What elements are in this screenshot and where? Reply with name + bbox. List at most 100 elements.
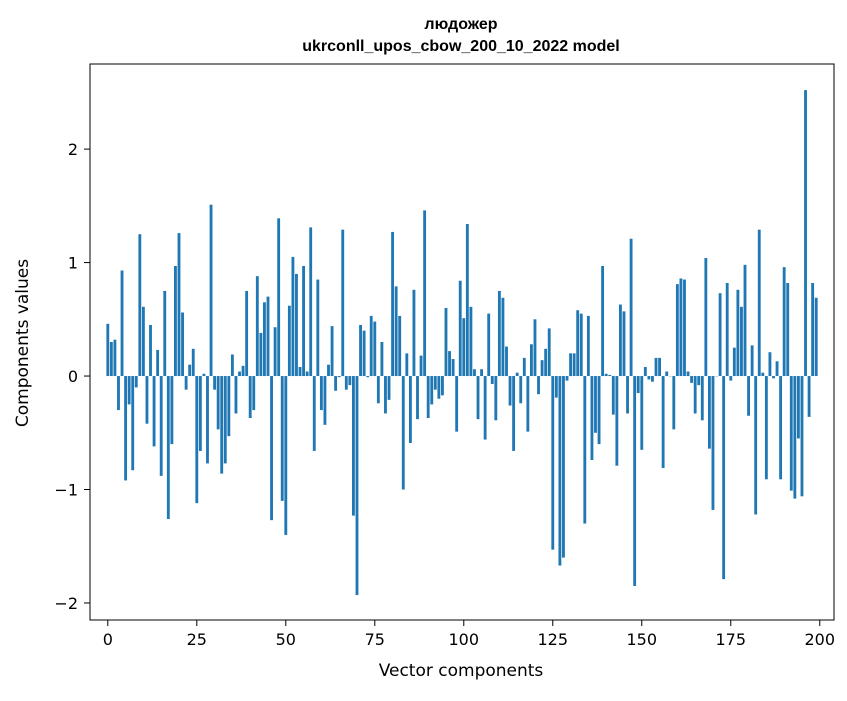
bar-84 bbox=[405, 353, 408, 376]
bar-196 bbox=[804, 90, 807, 376]
bar-45 bbox=[267, 297, 270, 376]
bar-27 bbox=[202, 374, 205, 376]
chart-title: людожер bbox=[424, 16, 497, 33]
bar-122 bbox=[541, 360, 544, 376]
bar-73 bbox=[366, 376, 369, 377]
bar-89 bbox=[423, 210, 426, 376]
bar-133 bbox=[580, 314, 583, 376]
bar-100 bbox=[462, 318, 465, 376]
bar-137 bbox=[594, 376, 597, 433]
bar-97 bbox=[452, 359, 455, 376]
bar-138 bbox=[598, 376, 601, 444]
bar-30 bbox=[213, 376, 216, 390]
bar-68 bbox=[348, 376, 351, 385]
bar-126 bbox=[555, 376, 558, 398]
bar-116 bbox=[519, 376, 522, 403]
bar-156 bbox=[662, 376, 665, 468]
bar-94 bbox=[441, 376, 444, 395]
bar-178 bbox=[740, 307, 743, 376]
bar-123 bbox=[544, 349, 547, 376]
bar-176 bbox=[733, 348, 736, 376]
bar-105 bbox=[480, 369, 483, 376]
bar-152 bbox=[647, 376, 650, 379]
y-tick-label: 1 bbox=[68, 254, 78, 273]
bar-42 bbox=[256, 276, 259, 376]
bar-63 bbox=[331, 326, 334, 376]
bar-125 bbox=[551, 376, 554, 550]
x-tick-label: 50 bbox=[276, 630, 296, 649]
bar-17 bbox=[167, 376, 170, 519]
bar-91 bbox=[430, 376, 433, 404]
bar-53 bbox=[295, 274, 298, 376]
bar-191 bbox=[786, 283, 789, 376]
bar-102 bbox=[469, 307, 472, 376]
bar-168 bbox=[704, 258, 707, 376]
bar-130 bbox=[569, 353, 572, 376]
bar-12 bbox=[149, 325, 152, 376]
bar-44 bbox=[263, 302, 266, 376]
bar-179 bbox=[744, 265, 747, 376]
bar-181 bbox=[751, 345, 754, 376]
bar-127 bbox=[558, 376, 561, 565]
bar-49 bbox=[281, 376, 284, 501]
bar-98 bbox=[455, 376, 458, 432]
bar-114 bbox=[512, 376, 515, 451]
bar-70 bbox=[356, 376, 359, 595]
bar-81 bbox=[395, 286, 398, 376]
bar-41 bbox=[252, 376, 255, 410]
bar-193 bbox=[793, 376, 796, 499]
bar-183 bbox=[758, 230, 761, 376]
bar-184 bbox=[761, 373, 764, 376]
bar-24 bbox=[192, 349, 195, 376]
bar-189 bbox=[779, 376, 782, 479]
bar-93 bbox=[437, 376, 440, 399]
bar-132 bbox=[576, 310, 579, 376]
bar-43 bbox=[259, 333, 262, 376]
bar-2 bbox=[113, 340, 116, 376]
bar-167 bbox=[701, 376, 704, 420]
bar-135 bbox=[587, 316, 590, 376]
bar-104 bbox=[477, 376, 480, 419]
bar-147 bbox=[630, 239, 633, 376]
bar-143 bbox=[615, 376, 618, 466]
bar-19 bbox=[174, 266, 177, 376]
bar-195 bbox=[801, 376, 804, 496]
bar-119 bbox=[530, 344, 533, 376]
bar-5 bbox=[124, 376, 127, 480]
bar-10 bbox=[142, 307, 145, 376]
bar-28 bbox=[206, 376, 209, 463]
bar-71 bbox=[359, 325, 362, 376]
bar-145 bbox=[623, 311, 626, 376]
bar-162 bbox=[683, 280, 686, 376]
x-tick-label: 0 bbox=[103, 630, 113, 649]
bar-61 bbox=[324, 376, 327, 425]
bar-34 bbox=[227, 376, 230, 436]
bar-9 bbox=[138, 234, 141, 376]
bar-109 bbox=[494, 376, 497, 420]
y-tick-label: −2 bbox=[54, 594, 78, 613]
bar-185 bbox=[765, 376, 768, 479]
bar-121 bbox=[537, 376, 540, 394]
bar-54 bbox=[299, 367, 302, 376]
bar-31 bbox=[217, 376, 220, 429]
y-tick-label: −1 bbox=[54, 481, 78, 500]
bar-56 bbox=[306, 372, 309, 377]
bar-37 bbox=[238, 372, 241, 377]
bar-60 bbox=[320, 376, 323, 410]
bar-39 bbox=[245, 291, 248, 376]
bar-160 bbox=[676, 284, 679, 376]
bar-52 bbox=[291, 257, 294, 376]
bar-180 bbox=[747, 376, 750, 416]
bar-33 bbox=[224, 376, 227, 463]
chart-subtitle: ukrconll_upos_cbow_200_10_2022 model bbox=[302, 38, 619, 55]
bar-165 bbox=[694, 376, 697, 413]
bar-4 bbox=[121, 271, 124, 377]
bar-23 bbox=[188, 365, 191, 376]
bar-67 bbox=[345, 376, 348, 390]
bar-18 bbox=[170, 376, 173, 444]
bar-20 bbox=[178, 233, 181, 376]
x-tick-label: 150 bbox=[626, 630, 657, 649]
